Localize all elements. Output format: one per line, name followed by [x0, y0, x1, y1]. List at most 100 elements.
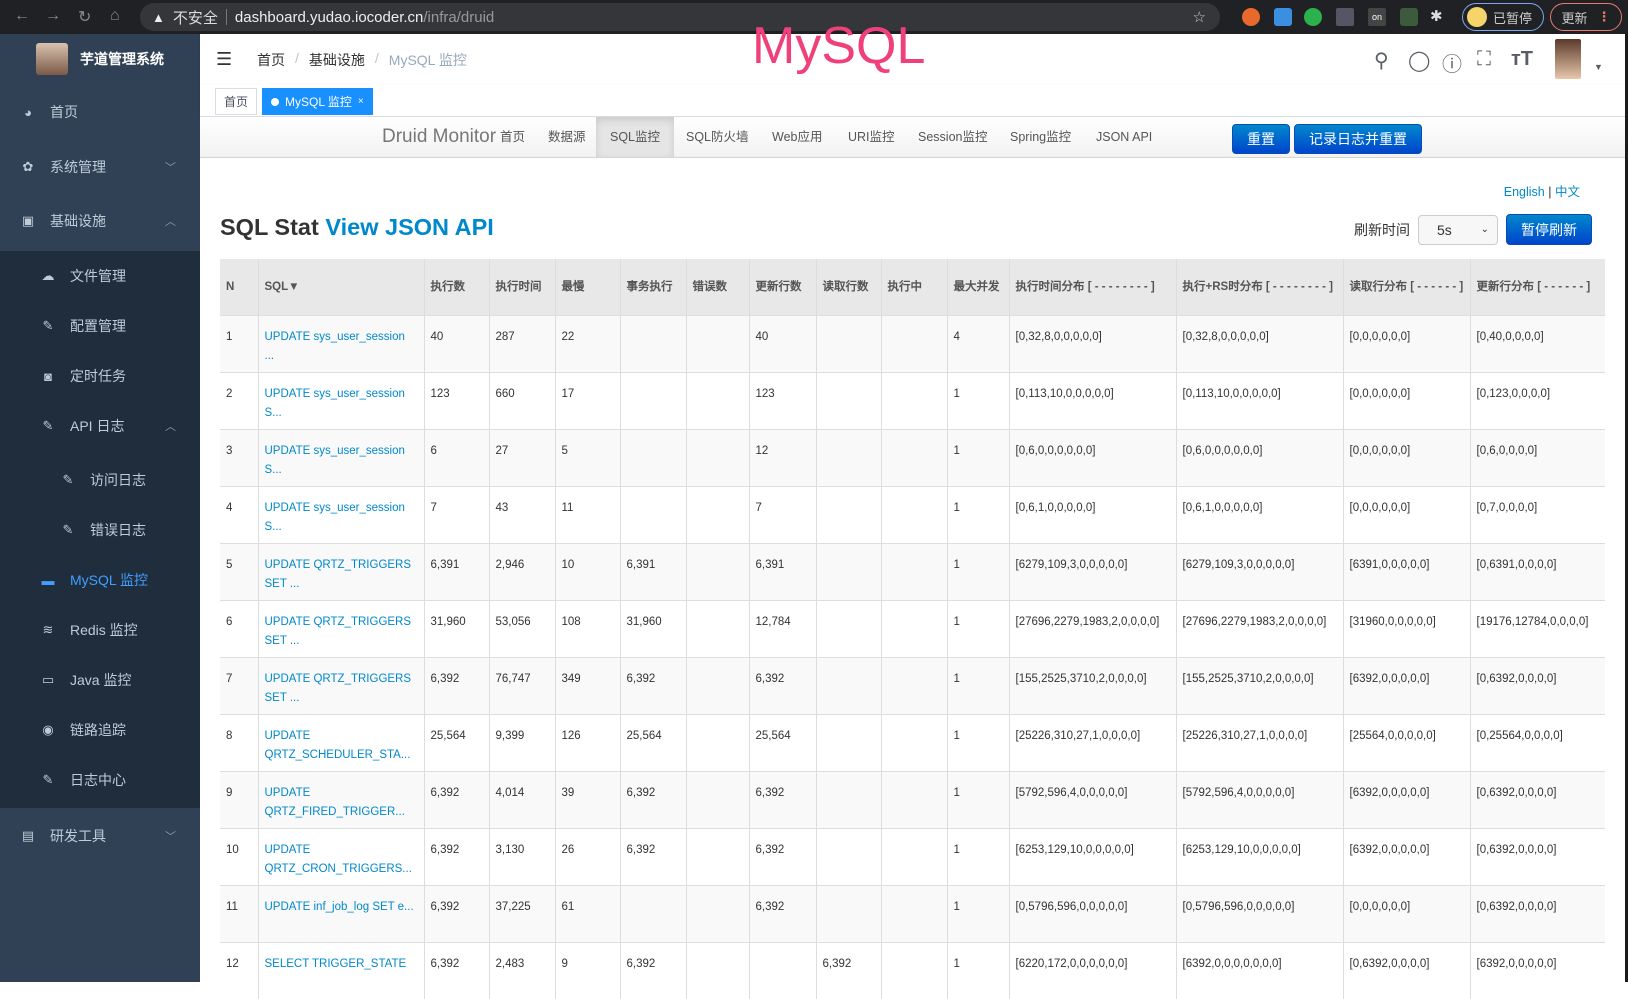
sidebar-item[interactable]: ✎ 访问日志	[0, 455, 200, 505]
back-icon[interactable]: ←	[14, 7, 30, 24]
sql-link[interactable]: SELECT TRIGGER_STATE	[257, 941, 424, 999]
extension-icon[interactable]	[1400, 8, 1418, 26]
extension-on-icon[interactable]: on	[1368, 8, 1386, 26]
column-header: 最慢	[554, 259, 620, 315]
druid-nav-item[interactable]: SQL监控	[596, 117, 675, 157]
active-dot-icon	[271, 97, 279, 106]
user-avatar[interactable]	[1555, 39, 1581, 79]
table-cell	[815, 770, 881, 828]
reload-icon[interactable]: ↻	[78, 9, 92, 26]
profile-button[interactable]: 已暂停	[1462, 3, 1544, 31]
sql-link[interactable]: UPDATE QRTZ_FIRED_TRIGGER...	[257, 770, 424, 828]
column-header: 执行数	[423, 259, 489, 315]
druid-nav-item[interactable]: URI监控	[848, 130, 895, 144]
sql-link[interactable]: UPDATE QRTZ_TRIGGERS SET ...	[257, 656, 424, 714]
sidebar-item[interactable]: ✎ 日志中心	[0, 755, 200, 805]
sidebar-item[interactable]: ✎ API 日志 ︿	[0, 401, 200, 451]
refresh-label: 刷新时间	[1354, 221, 1410, 238]
view-json-api-link[interactable]: View JSON API	[325, 214, 494, 240]
tag-home[interactable]: 首页	[215, 88, 258, 115]
sql-link[interactable]: UPDATE QRTZ_TRIGGERS SET ...	[257, 599, 424, 657]
address-bar[interactable]: ▲ 不安全 dashboard.yudao.iocoder.cn/infra/d…	[140, 3, 1220, 31]
sql-link[interactable]: UPDATE sys_user_session S...	[257, 428, 424, 486]
druid-brand[interactable]: Druid Monitor	[382, 126, 497, 147]
chevron-up-icon: ︿	[165, 421, 176, 433]
extension-icon[interactable]	[1242, 8, 1260, 26]
bookmark-star-icon[interactable]: ☆	[1192, 9, 1206, 26]
table-row: 4 UPDATE sys_user_session S... 7 43 11 7 1 [0,6…	[220, 485, 1605, 543]
sidebar-item[interactable]: ✿ 系统管理 ﹀	[0, 140, 200, 194]
caret-down-icon[interactable]: ▼	[1594, 62, 1603, 72]
sidebar-item[interactable]: ▬ MySQL 监控	[0, 555, 200, 605]
pause-refresh-button[interactable]: 暂停刷新	[1506, 214, 1592, 245]
table-cell: [0,6,0,0,0,0]	[1469, 428, 1605, 486]
breadcrumb: 首页 / 基础设施 / MySQL 监控	[257, 50, 467, 68]
table-cell	[815, 485, 881, 543]
sidebar-item-label: Java 监控	[70, 672, 132, 688]
reset-button[interactable]: 重置	[1232, 124, 1290, 154]
sql-link[interactable]: UPDATE QRTZ_CRON_TRIGGERS...	[257, 827, 424, 885]
table-cell: 349	[554, 656, 620, 714]
overlay-title: MySQL	[752, 17, 926, 75]
lang-chinese-link[interactable]: 中文	[1554, 185, 1580, 199]
table-cell: 1	[220, 314, 258, 372]
search-icon[interactable]: ⚲	[1374, 50, 1389, 72]
home-icon[interactable]: ⌂	[110, 7, 120, 24]
sidebar-item[interactable]: ▣ 基础设施 ︿	[0, 194, 200, 248]
table-cell: [6392,0,0,0,0,0,0,0]	[1175, 941, 1343, 999]
hamburger-icon[interactable]: ☰	[216, 49, 233, 69]
sidebar-item[interactable]: ▭ Java 监控	[0, 655, 200, 705]
sidebar-item[interactable]: ◉ 链路追踪	[0, 705, 200, 755]
forward-icon[interactable]: →	[45, 7, 61, 24]
table-cell: 40	[748, 314, 816, 372]
tag-mysql[interactable]: MySQL 监控 ×	[262, 88, 373, 115]
column-header[interactable]: SQL▼	[257, 259, 424, 315]
table-cell: 126	[554, 713, 620, 771]
help-icon[interactable]: ⓘ	[1442, 54, 1462, 76]
close-icon[interactable]: ×	[357, 96, 364, 107]
sql-link[interactable]: UPDATE sys_user_session S...	[257, 485, 424, 543]
table-cell: [25564,0,0,0,0,0]	[1342, 713, 1470, 771]
github-icon[interactable]: ◯	[1408, 50, 1431, 72]
extension-icon[interactable]	[1274, 8, 1292, 26]
sidebar-item[interactable]: ◕ 首页	[0, 85, 200, 139]
sidebar-item[interactable]: ✎ 错误日志	[0, 505, 200, 555]
update-button[interactable]: 更新 ⋮	[1550, 3, 1622, 31]
druid-nav-item[interactable]: 数据源	[548, 130, 586, 144]
sidebar-item-label: API 日志	[70, 418, 125, 434]
druid-nav-item[interactable]: SQL防火墙	[686, 130, 749, 144]
breadcrumb-home[interactable]: 首页	[257, 52, 285, 68]
puzzle-icon[interactable]: ✱	[1430, 8, 1443, 25]
log-and-reset-button[interactable]: 记录日志并重置	[1294, 124, 1422, 154]
table-cell	[685, 371, 749, 429]
druid-nav-item[interactable]: Spring监控	[1010, 130, 1072, 144]
sql-link[interactable]: UPDATE sys_user_session S...	[257, 371, 424, 429]
sql-link[interactable]: UPDATE inf_job_log SET e...	[257, 884, 424, 942]
sidebar-item[interactable]: ☁ 文件管理	[0, 251, 200, 301]
lang-english-link[interactable]: English	[1503, 185, 1545, 199]
table-cell: 9	[220, 770, 258, 828]
druid-nav-item[interactable]: Session监控	[918, 130, 988, 144]
table-cell: 12,784	[748, 599, 816, 657]
druid-nav-item[interactable]: Web应用	[772, 130, 823, 144]
refresh-interval-select[interactable]: 5s ⌄	[1418, 214, 1498, 245]
sql-link[interactable]: UPDATE sys_user_session ...	[257, 314, 424, 372]
table-cell	[619, 884, 686, 942]
sidebar-item[interactable]: ≋ Redis 监控	[0, 605, 200, 655]
druid-nav-item[interactable]: 首页	[500, 130, 526, 144]
sidebar-item[interactable]: ◙ 定时任务	[0, 351, 200, 401]
table-cell: 12	[748, 428, 816, 486]
breadcrumb-infra[interactable]: 基础设施	[308, 52, 365, 68]
sql-link[interactable]: UPDATE QRTZ_TRIGGERS SET ...	[257, 542, 424, 600]
extension-icon[interactable]	[1336, 8, 1354, 26]
sidebar-item[interactable]: ▤ 研发工具 ﹀	[0, 809, 200, 863]
sidebar-item[interactable]: ✎ 配置管理	[0, 301, 200, 351]
font-size-icon[interactable]: тT	[1511, 48, 1534, 70]
druid-nav-item[interactable]: JSON API	[1096, 130, 1153, 144]
table-cell	[815, 599, 881, 657]
edit-icon: ✎	[42, 318, 54, 333]
update-label: 更新	[1561, 10, 1588, 26]
fullscreen-icon[interactable]: ⛶	[1477, 48, 1491, 70]
sql-link[interactable]: UPDATE QRTZ_SCHEDULER_STA...	[257, 713, 424, 771]
extension-icon[interactable]	[1304, 8, 1322, 26]
